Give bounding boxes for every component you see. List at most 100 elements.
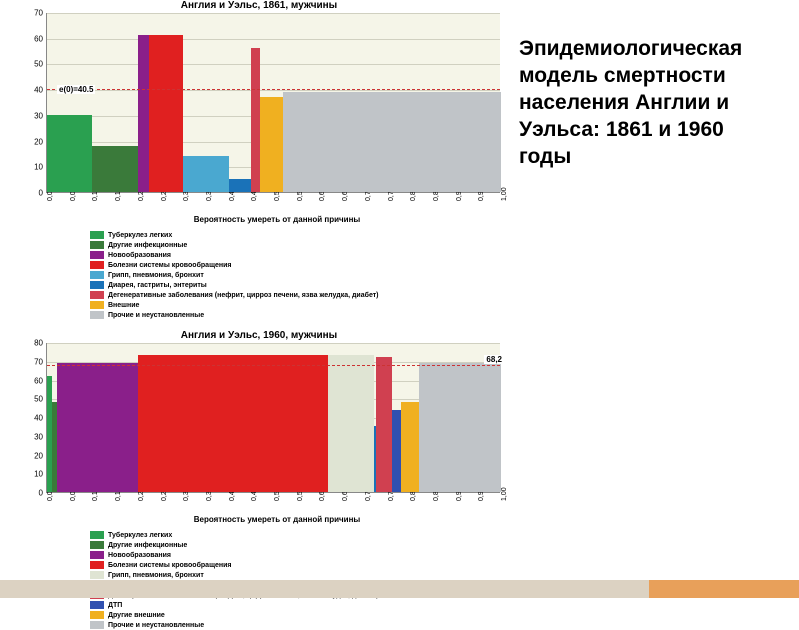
legend-item: Прочие и неустановленные bbox=[90, 310, 508, 320]
bar bbox=[251, 48, 260, 192]
legend-swatch bbox=[90, 541, 104, 549]
legend-item: Грипп, пневмония, бронхит bbox=[90, 270, 508, 280]
legend-item: ДТП bbox=[90, 600, 508, 610]
bar bbox=[138, 355, 329, 492]
legend-swatch bbox=[90, 311, 104, 319]
xtick: 1,00 bbox=[501, 487, 508, 501]
legend-item: Прочие и неустановленные bbox=[90, 620, 508, 630]
legend-text: Новообразования bbox=[108, 552, 171, 559]
legend-text: Прочие и неустановленные bbox=[108, 622, 204, 629]
legend-text: Новообразования bbox=[108, 252, 171, 259]
bar bbox=[57, 363, 138, 492]
legend-item: Другие инфекционные bbox=[90, 540, 508, 550]
legend-item: Новообразования bbox=[90, 550, 508, 560]
legend-item: Болезни системы кровообращения bbox=[90, 260, 508, 270]
slide: Эпидемиологическая модель смертности нас… bbox=[0, 0, 799, 598]
bar bbox=[419, 363, 501, 492]
ytick: 60 bbox=[19, 376, 43, 385]
slide-title: Эпидемиологическая модель смертности нас… bbox=[519, 36, 777, 170]
chart1-plot: 0102030405060700,000,050,100,150,200,250… bbox=[46, 13, 500, 193]
footer-segment-2 bbox=[649, 580, 799, 598]
chart2-plot: 010203040506070800,000,050,100,150,200,2… bbox=[46, 343, 500, 493]
legend-text: Диарея, гастриты, энтериты bbox=[108, 282, 207, 289]
legend-swatch bbox=[90, 241, 104, 249]
legend-swatch bbox=[90, 621, 104, 629]
legend-swatch bbox=[90, 231, 104, 239]
legend-swatch bbox=[90, 251, 104, 259]
bar bbox=[392, 410, 401, 493]
ytick: 40 bbox=[19, 414, 43, 423]
ytick: 50 bbox=[19, 395, 43, 404]
legend-swatch bbox=[90, 561, 104, 569]
footer-segment-1 bbox=[0, 580, 649, 598]
bar bbox=[138, 35, 149, 192]
legend-text: Другие инфекционные bbox=[108, 242, 187, 249]
legend-swatch bbox=[90, 281, 104, 289]
reference-label: e(0)=40.5 bbox=[57, 85, 95, 94]
reference-line bbox=[47, 365, 500, 366]
bar bbox=[92, 146, 137, 192]
chart2-xlabel: Вероятность умереть от данной причины bbox=[46, 515, 508, 524]
ytick: 40 bbox=[19, 86, 43, 95]
ytick: 80 bbox=[19, 339, 43, 348]
legend-item: Туберкулез легких bbox=[90, 230, 508, 240]
legend-text: Прочие и неустановленные bbox=[108, 312, 204, 319]
ytick: 70 bbox=[19, 357, 43, 366]
legend-item: Туберкулез легких bbox=[90, 530, 508, 540]
legend-item: Грипп, пневмония, бронхит bbox=[90, 570, 508, 580]
legend-swatch bbox=[90, 571, 104, 579]
legend-text: Болезни системы кровообращения bbox=[108, 262, 231, 269]
bar bbox=[149, 35, 183, 192]
legend-text: Болезни системы кровообращения bbox=[108, 562, 231, 569]
ytick: 20 bbox=[19, 137, 43, 146]
legend-item: Новообразования bbox=[90, 250, 508, 260]
legend-swatch bbox=[90, 531, 104, 539]
ytick: 10 bbox=[19, 163, 43, 172]
bar bbox=[376, 357, 392, 492]
legend-item: Другие инфекционные bbox=[90, 240, 508, 250]
xtick: 1,00 bbox=[501, 187, 508, 201]
ytick: 30 bbox=[19, 111, 43, 120]
legend-item: Болезни системы кровообращения bbox=[90, 560, 508, 570]
bar bbox=[260, 97, 283, 192]
ytick: 60 bbox=[19, 34, 43, 43]
chart1-legend: Туберкулез легких Другие инфекционные Ново… bbox=[90, 230, 508, 320]
chart2-title: Англия и Уэльс, 1960, мужчины bbox=[10, 330, 508, 341]
legend-swatch bbox=[90, 271, 104, 279]
bar bbox=[328, 355, 373, 492]
ytick: 10 bbox=[19, 470, 43, 479]
reference-line bbox=[47, 89, 500, 90]
legend-text: Дегенеративные заболевания (нефрит, цирр… bbox=[108, 292, 379, 299]
legend-text: Другие внешние bbox=[108, 612, 165, 619]
legend-text: ДТП bbox=[108, 602, 122, 609]
legend-item: Внешние bbox=[90, 300, 508, 310]
chart-1960: Англия и Уэльс, 1960, мужчины 0102030405… bbox=[10, 330, 508, 580]
legend-text: Туберкулез легких bbox=[108, 532, 172, 539]
ytick: 20 bbox=[19, 451, 43, 460]
legend-text: Грипп, пневмония, бронхит bbox=[108, 272, 204, 279]
legend-swatch bbox=[90, 611, 104, 619]
legend-item: Дегенеративные заболевания (нефрит, цирр… bbox=[90, 290, 508, 300]
bar bbox=[229, 179, 252, 192]
bar bbox=[401, 402, 419, 492]
legend-swatch bbox=[90, 261, 104, 269]
bar bbox=[283, 92, 501, 192]
ytick: 30 bbox=[19, 432, 43, 441]
legend-swatch bbox=[90, 301, 104, 309]
ytick: 0 bbox=[19, 489, 43, 498]
legend-swatch bbox=[90, 291, 104, 299]
legend-item: Другие внешние bbox=[90, 610, 508, 620]
reference-label: 68,2 bbox=[484, 355, 504, 364]
chart-1861: Англия и Уэльс, 1861, мужчины 0102030405… bbox=[10, 0, 508, 295]
legend-text: Внешние bbox=[108, 302, 139, 309]
chart1-xlabel: Вероятность умереть от данной причины bbox=[46, 215, 508, 224]
legend-swatch bbox=[90, 551, 104, 559]
legend-text: Грипп, пневмония, бронхит bbox=[108, 572, 204, 579]
ytick: 0 bbox=[19, 189, 43, 198]
footer-bar bbox=[0, 580, 799, 598]
chart1-title: Англия и Уэльс, 1861, мужчины bbox=[10, 0, 508, 11]
ytick: 70 bbox=[19, 9, 43, 18]
ytick: 50 bbox=[19, 60, 43, 69]
legend-swatch bbox=[90, 601, 104, 609]
bar bbox=[183, 156, 228, 192]
